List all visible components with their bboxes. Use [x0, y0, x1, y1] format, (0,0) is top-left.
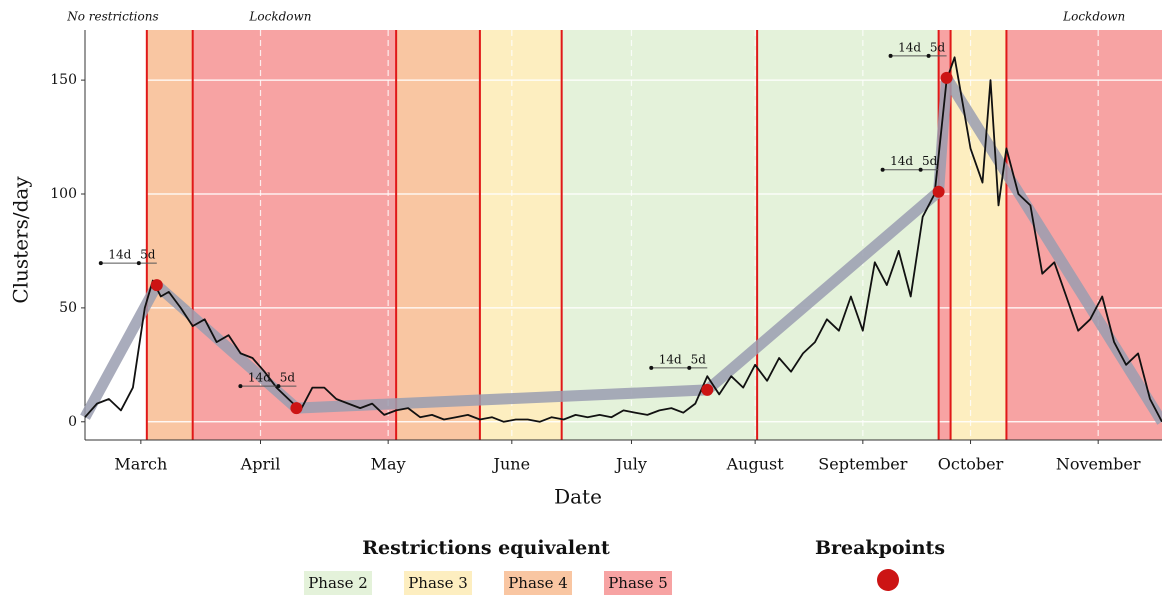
lag-label: 5d [691, 352, 707, 366]
lag-dot [238, 384, 243, 389]
lag-label: 14d [108, 248, 131, 262]
legend-swatch [604, 571, 672, 595]
legend-label: Phase 5 [608, 574, 668, 592]
x-axis-label: Date [554, 485, 602, 509]
x-tick-label: November [1056, 455, 1141, 474]
y-tick-label: 0 [68, 414, 77, 430]
legend-swatch [504, 571, 572, 595]
legend-swatch [304, 571, 372, 595]
legend-label: Phase 3 [408, 574, 468, 592]
x-tick-label: April [240, 455, 281, 474]
y-axis-label: Clusters/day [9, 176, 33, 304]
lag-dot [888, 53, 893, 58]
lag-label: 14d [659, 352, 682, 366]
x-tick-label: October [938, 455, 1004, 474]
breakpoint [290, 402, 303, 415]
breakpoints-title: Breakpoints [815, 537, 945, 559]
phase-band [192, 30, 397, 440]
annotation: No restrictions [66, 10, 158, 24]
legend-label: Phase 4 [508, 574, 568, 592]
legend-swatch [404, 571, 472, 595]
legend-label: Phase 2 [308, 574, 368, 592]
lag-dot [649, 365, 654, 370]
breakpoint [701, 383, 714, 396]
lag-label: 5d [280, 371, 296, 385]
lag-dot [880, 167, 885, 172]
x-tick-label: July [614, 455, 647, 474]
y-tick-label: 100 [50, 186, 77, 202]
x-tick-label: May [371, 455, 406, 474]
lag-label: 14d [890, 154, 913, 168]
lag-label: 5d [922, 154, 938, 168]
lag-dot [276, 384, 281, 389]
lag-dot [926, 53, 931, 58]
y-tick-label: 150 [50, 72, 77, 88]
lag-dot [918, 167, 923, 172]
lag-label: 14d [898, 40, 921, 54]
lag-dot [136, 261, 141, 266]
x-tick-label: June [492, 455, 531, 474]
x-tick-label: August [726, 455, 785, 474]
phase-band [146, 30, 193, 440]
breakpoint [150, 279, 163, 292]
legend-breakpoint [877, 569, 899, 591]
y-tick-label: 50 [59, 300, 77, 316]
lag-label: 5d [930, 40, 946, 54]
x-tick-label: September [818, 455, 907, 474]
x-tick-label: March [114, 455, 167, 474]
breakpoint [932, 185, 945, 198]
breakpoint [940, 71, 953, 84]
phase-band [757, 30, 939, 440]
phase-band [479, 30, 562, 440]
annotation: Lockdown [248, 10, 311, 24]
phase-band [938, 30, 951, 440]
lag-dot [98, 261, 103, 266]
lag-label: 14d [248, 371, 271, 385]
phase-band [396, 30, 480, 440]
clusters-line [84, 56, 1162, 423]
lag-dot [687, 365, 692, 370]
legend-title: Restrictions equivalent [362, 537, 610, 559]
lag-label: 5d [140, 248, 156, 262]
annotation: Lockdown [1062, 10, 1125, 24]
